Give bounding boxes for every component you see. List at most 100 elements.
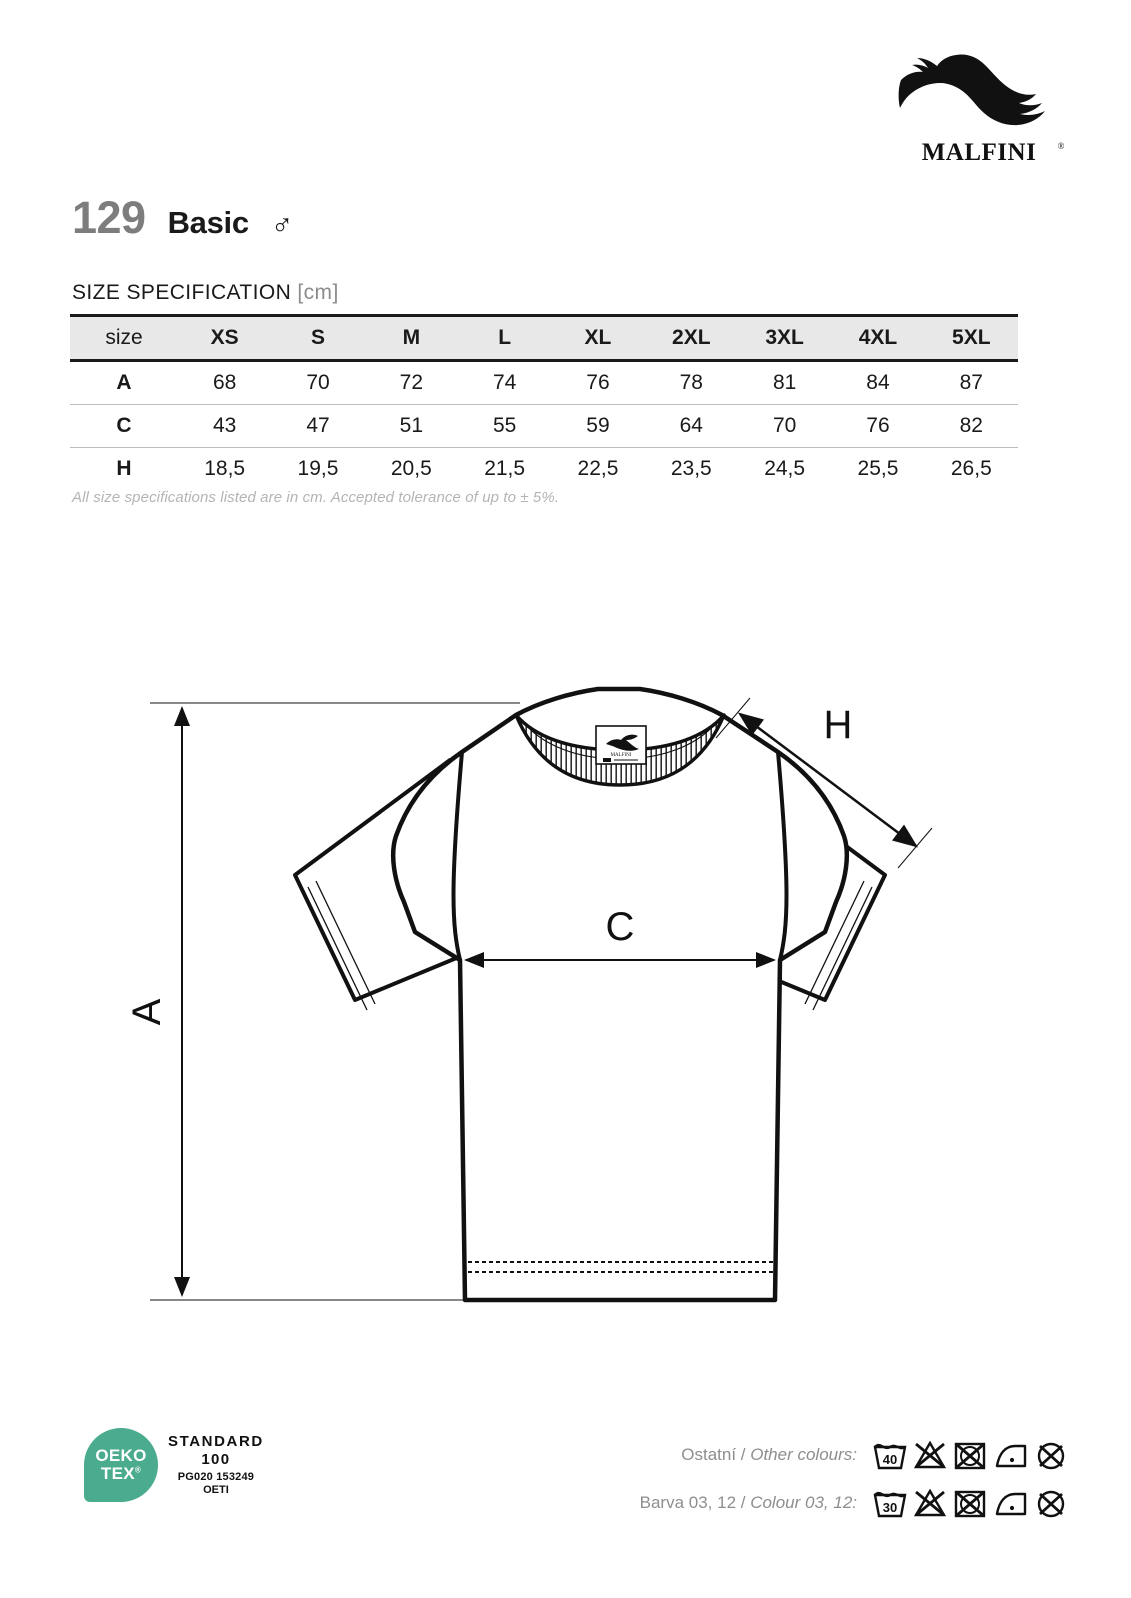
oeko-tex-mark-icon: OEKO TEX® <box>84 1428 158 1502</box>
table-row: C 43 47 51 55 59 64 70 76 82 <box>70 404 1018 448</box>
dimension-c: C <box>464 905 776 968</box>
standard-number: 100 <box>201 1450 231 1468</box>
table-row: H 18,5 19,5 20,5 21,5 22,5 23,5 24,5 25,… <box>70 448 1018 491</box>
cell-c-3xl: 70 <box>737 404 832 448</box>
cell-c-4xl: 76 <box>831 404 925 448</box>
table-row: A 68 70 72 74 76 78 81 84 87 <box>70 360 1018 405</box>
cell-a-m: 72 <box>364 360 458 405</box>
cell-h-m: 20,5 <box>390 457 432 480</box>
care-label-separator: / <box>736 1493 751 1512</box>
iron-one-dot-icon <box>995 1492 1027 1516</box>
svg-text:MALFINI: MALFINI <box>611 753 632 758</box>
care-instructions: Ostatní / Other colours: 40 <box>640 1438 1069 1520</box>
dimension-c-label: C <box>606 905 635 949</box>
garment-outline <box>293 686 887 1303</box>
product-name: Basic <box>167 205 250 240</box>
oeko-tex-details: STANDARD 100 PG020 153249 OETI <box>168 1433 264 1497</box>
column-header-2xl: 2XL <box>644 314 738 362</box>
cell-a-5xl: 87 <box>924 360 1018 405</box>
column-header-3xl: 3XL <box>737 314 832 362</box>
product-code: 129 <box>72 192 146 243</box>
spec-heading: SIZE SPECIFICATION [cm] <box>72 281 339 305</box>
flying-bird-icon <box>898 54 1045 126</box>
cell-c-xs: 43 <box>178 404 272 448</box>
tshirt-technical-drawing: MALFINI A C H <box>125 686 933 1303</box>
wash-temperature-30: 30 <box>883 1500 897 1515</box>
column-header-5xl: 5XL <box>924 314 1018 362</box>
iron-one-dot-icon <box>995 1444 1027 1468</box>
cell-h-xs: 18,5 <box>204 457 246 480</box>
care-row-other-colours: Ostatní / Other colours: 40 <box>640 1438 1069 1472</box>
dimension-h-label: H <box>824 703 853 747</box>
certifying-institute: OETI <box>203 1484 229 1497</box>
brand-wordmark: MALFINI ® <box>922 139 1065 166</box>
no-tumble-dry-icon <box>954 1442 986 1470</box>
column-header-xs: XS <box>178 314 272 362</box>
tex-label: TEX <box>100 1464 135 1483</box>
cell-h-4xl: 25,5 <box>857 457 899 480</box>
column-header-xl: XL <box>551 314 645 362</box>
oeko-label: OEKO <box>95 1446 147 1466</box>
cell-c-l: 55 <box>457 404 552 448</box>
wash-temperature-40: 40 <box>883 1452 897 1467</box>
brand-logo: MALFINI ® <box>893 48 1069 166</box>
table-header-row: size XS S M L XL 2XL 3XL 4XL 5XL <box>70 314 1018 362</box>
no-bleach-icon <box>913 1440 947 1469</box>
care-label-en: Colour 03, 12: <box>750 1493 857 1512</box>
cell-h-l: 21,5 <box>484 457 526 480</box>
cell-h-3xl: 24,5 <box>764 457 806 480</box>
care-label-separator: / <box>736 1445 751 1464</box>
wash-tub-icon: 40 <box>873 1443 907 1470</box>
cell-c-2xl: 64 <box>644 404 738 448</box>
no-dry-clean-icon <box>1037 1490 1065 1518</box>
wash-tub-icon: 30 <box>873 1491 907 1518</box>
column-header-m: M <box>364 314 458 362</box>
standard-label: STANDARD <box>168 1432 264 1450</box>
svg-text:MALFINI: MALFINI <box>922 139 1037 166</box>
no-bleach-icon <box>913 1488 947 1517</box>
certificate-number: PG020 153249 <box>177 1471 255 1484</box>
no-dry-clean-icon <box>1037 1442 1065 1470</box>
page-title: 129 Basic ♂ <box>72 192 293 244</box>
cell-c-5xl: 82 <box>924 404 1018 448</box>
size-specification-table: size XS S M L XL 2XL 3XL 4XL 5XL A 68 70… <box>70 314 1018 490</box>
cell-a-xl: 76 <box>551 360 645 405</box>
column-header-s: S <box>271 314 365 362</box>
row-label-h: H <box>116 457 132 480</box>
cell-c-xl: 59 <box>551 404 645 448</box>
cell-c-m: 51 <box>364 404 458 448</box>
table-tolerance-note: All size specifications listed are in cm… <box>72 489 560 506</box>
cell-a-s: 70 <box>271 360 365 405</box>
care-icon-set-colour-03-12: 30 <box>871 1486 1069 1520</box>
cell-a-xs: 68 <box>178 360 272 405</box>
cell-a-l: 74 <box>457 360 552 405</box>
cell-h-xl: 22,5 <box>577 457 619 480</box>
cell-h-2xl: 23,5 <box>670 457 712 480</box>
spec-heading-text: SIZE SPECIFICATION <box>72 281 292 304</box>
care-label-cs: Barva 03, 12 <box>639 1493 737 1512</box>
male-gender-icon: ♂ <box>270 209 294 242</box>
cell-a-2xl: 78 <box>644 360 738 405</box>
row-label-c: C <box>70 404 178 448</box>
cell-a-3xl: 81 <box>737 360 832 405</box>
dimension-a: A <box>125 702 520 1301</box>
oeko-tex-certification: OEKO TEX® STANDARD 100 PG020 153249 OETI <box>84 1428 264 1502</box>
no-tumble-dry-icon <box>954 1490 986 1518</box>
cell-h-s: 19,5 <box>297 457 339 480</box>
care-row-colour-03-12: Barva 03, 12 / Colour 03, 12: 30 <box>640 1486 1069 1520</box>
cell-c-s: 47 <box>271 404 365 448</box>
cell-a-4xl: 84 <box>831 360 925 405</box>
registered-trademark-icon: ® <box>134 1465 142 1475</box>
care-icon-set-other-colours: 40 <box>871 1438 1069 1472</box>
svg-text:®: ® <box>1058 141 1065 151</box>
dimension-a-label: A <box>125 998 169 1025</box>
care-label-en: Other colours: <box>750 1445 857 1464</box>
column-header-size: size <box>70 314 178 362</box>
cell-h-5xl: 26,5 <box>950 457 992 480</box>
dimension-h: H <box>715 697 933 869</box>
care-label-cs: Ostatní <box>681 1445 737 1464</box>
column-header-4xl: 4XL <box>831 314 925 362</box>
care-label-other-colours: Ostatní / Other colours: <box>681 1445 857 1465</box>
malfini-neck-label-icon: MALFINI <box>595 725 647 765</box>
spec-heading-unit: [cm] <box>297 281 339 304</box>
